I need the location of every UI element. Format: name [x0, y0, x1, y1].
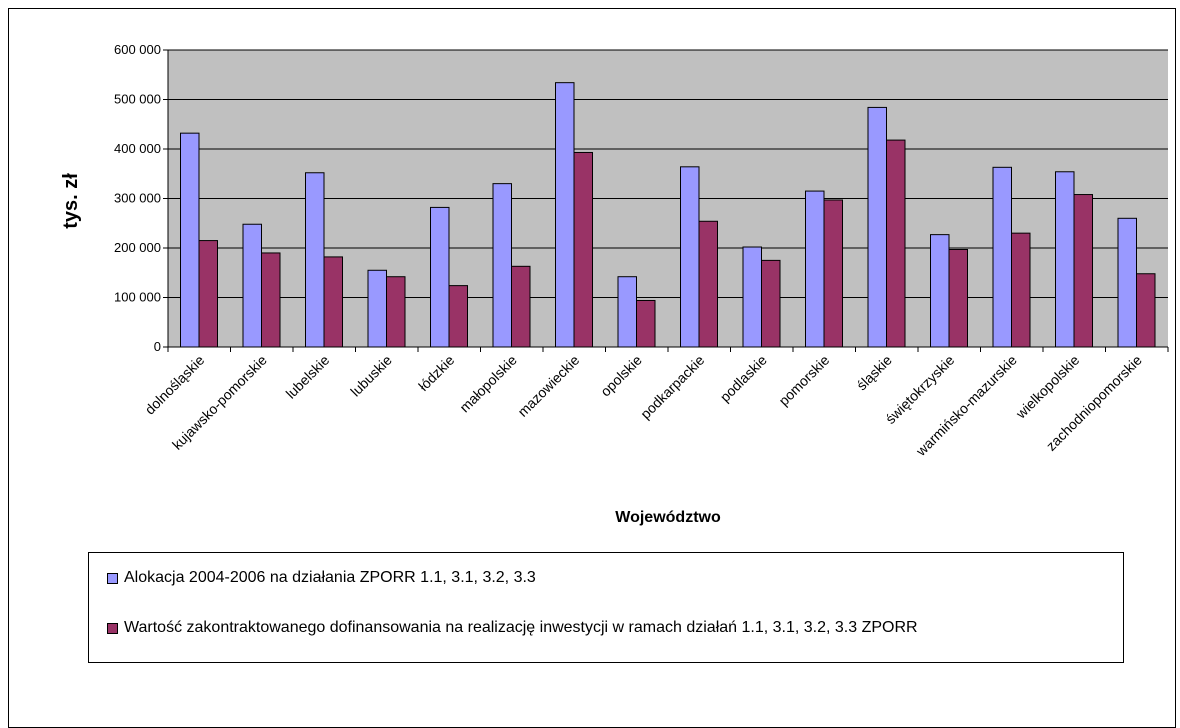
- category-label: lubuskie: [347, 352, 395, 400]
- legend-item-series-1: Alokacja 2004-2006 na działania ZPORR 1.…: [107, 569, 536, 587]
- bar-2-warmińsko-mazurskie: [1011, 232, 1031, 348]
- bar-2-małopolskie: [511, 265, 531, 348]
- category-label: małopolskie: [456, 352, 520, 416]
- y-tick-label: 0: [154, 339, 161, 354]
- bar-2-lubelskie: [323, 256, 343, 348]
- legend: Alokacja 2004-2006 na działania ZPORR 1.…: [88, 552, 1124, 663]
- category-label: śląskie: [853, 352, 895, 394]
- bar-2-wielkopolskie: [1073, 194, 1093, 348]
- bar-1-wielkopolskie: [1055, 171, 1075, 348]
- bar-1-lubelskie: [305, 172, 325, 348]
- y-axis-title: tys. zł: [60, 173, 82, 229]
- category-label: lubelskie: [283, 352, 333, 402]
- bar-1-zachodniopomorskie: [1117, 217, 1137, 348]
- legend-label-series-1: Alokacja 2004-2006 na działania ZPORR 1.…: [124, 569, 536, 586]
- bar-2-kujawsko-pomorskie: [261, 252, 281, 348]
- category-label: pomorskie: [775, 352, 832, 409]
- category-label: podkarpackie: [637, 352, 707, 422]
- bar-1-świętokrzyskie: [930, 234, 950, 348]
- bar-1-małopolskie: [492, 183, 512, 348]
- category-label: wielkopolskie: [1012, 352, 1082, 422]
- bar-2-mazowieckie: [573, 151, 593, 348]
- bar-1-dolnośląskie: [180, 132, 200, 348]
- category-label: podlaskie: [717, 352, 770, 405]
- bar-2-śląskie: [886, 139, 906, 348]
- bar-2-dolnośląskie: [198, 240, 218, 348]
- bar-1-pomorskie: [805, 190, 825, 348]
- category-label: warmińsko-mazurskie: [912, 352, 1020, 460]
- y-tick-label: 100 000: [114, 290, 161, 305]
- bar-2-świętokrzyskie: [948, 248, 968, 348]
- x-axis-title: Województwo: [615, 509, 721, 526]
- bar-2-pomorskie: [823, 199, 843, 348]
- legend-label-series-2: Wartość zakontraktowanego dofinansowania…: [124, 619, 918, 636]
- bar-2-podlaskie: [761, 259, 781, 348]
- bar-1-opolskie: [617, 276, 637, 348]
- category-label: łódzkie: [415, 352, 457, 394]
- legend-item-series-2: Wartość zakontraktowanego dofinansowania…: [107, 619, 918, 637]
- category-label: opolskie: [597, 352, 645, 400]
- bar-1-kujawsko-pomorskie: [242, 223, 262, 348]
- legend-swatch-series-1: [107, 572, 118, 584]
- bar-2-lubuskie: [386, 276, 406, 348]
- bar-1-podkarpackie: [680, 166, 700, 348]
- y-tick-label: 400 000: [114, 141, 161, 156]
- legend-swatch-series-2: [107, 622, 118, 634]
- category-label: mazowieckie: [514, 352, 582, 420]
- bar-1-warmińsko-mazurskie: [992, 166, 1012, 348]
- bar-1-podlaskie: [742, 246, 762, 348]
- y-tick-label: 500 000: [114, 92, 161, 107]
- y-tick-label: 200 000: [114, 240, 161, 255]
- bar-2-opolskie: [636, 299, 656, 348]
- bar-1-śląskie: [867, 106, 887, 348]
- bar-1-łódzkie: [430, 206, 450, 348]
- bar-1-lubuskie: [367, 269, 387, 348]
- category-label: dolnośląskie: [142, 352, 208, 418]
- bar-2-zachodniopomorskie: [1136, 273, 1156, 348]
- y-tick-label: 600 000: [114, 42, 161, 57]
- y-tick-label: 300 000: [114, 191, 161, 206]
- bar-2-łódzkie: [448, 285, 468, 348]
- bar-2-podkarpackie: [698, 220, 718, 348]
- bar-1-mazowieckie: [555, 82, 575, 348]
